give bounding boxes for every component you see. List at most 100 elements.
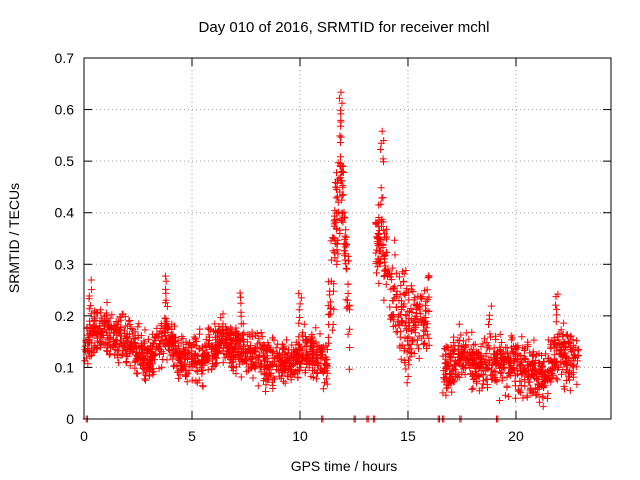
data-point [468, 385, 476, 393]
data-point [469, 384, 477, 392]
data-point [343, 265, 351, 273]
data-point [512, 382, 519, 390]
data-point [236, 360, 244, 368]
data-point [377, 200, 385, 208]
data-point [269, 374, 277, 382]
data-point [449, 347, 457, 355]
data-point [254, 382, 262, 390]
data-point [143, 347, 151, 355]
data-point [128, 341, 136, 349]
data-point [113, 331, 121, 339]
data-point [243, 360, 251, 368]
data-point [164, 341, 172, 348]
x-axis-label: GPS time / hours [291, 458, 398, 474]
data-point [384, 272, 391, 280]
data-point [575, 345, 583, 353]
data-point [202, 336, 210, 344]
data-point [141, 326, 149, 334]
data-point [138, 344, 146, 352]
data-point [407, 327, 415, 335]
data-point [296, 367, 304, 375]
chart-title: Day 010 of 2016, SRMTID for receiver mch… [199, 19, 490, 36]
data-point [215, 322, 223, 330]
data-point [334, 198, 342, 206]
data-point [183, 378, 191, 386]
data-point [286, 363, 294, 371]
y-axis-label: SRMTID / TECUs [6, 183, 22, 293]
data-point [115, 359, 123, 367]
data-point [487, 302, 495, 310]
data-point [209, 353, 216, 361]
data-point [89, 328, 97, 336]
data-point [402, 289, 410, 296]
data-point [530, 336, 538, 344]
data-point [292, 357, 300, 365]
axis-ticks: 0 0.1 0.2 0.3 0.4 0.5 0.6 0.7 0 5 10 15 20 [55, 50, 611, 444]
data-point [199, 382, 207, 390]
data-point [136, 360, 144, 368]
data-point [468, 328, 476, 336]
data-point [323, 380, 331, 388]
data-point [324, 333, 332, 341]
data-point [333, 186, 340, 194]
data-point [145, 372, 153, 380]
data-point [340, 213, 348, 221]
data-point [85, 348, 93, 356]
data-point [557, 358, 565, 366]
data-point [280, 377, 287, 385]
x-tick-label: 10 [292, 428, 308, 444]
data-point [194, 368, 202, 376]
data-point [492, 336, 500, 343]
data-point [533, 375, 541, 383]
data-point [544, 336, 552, 344]
data-point [153, 324, 161, 332]
data-point [208, 342, 216, 350]
data-point [390, 294, 398, 302]
data-point [487, 333, 494, 341]
data-point [222, 336, 229, 344]
data-point [469, 341, 477, 349]
data-point [562, 353, 570, 361]
data-point [549, 358, 557, 366]
data-point [87, 302, 95, 310]
data-point [227, 324, 235, 332]
data-point [507, 355, 515, 362]
data-point [227, 351, 235, 359]
data-point [102, 339, 110, 347]
data-point [517, 382, 525, 389]
data-point [214, 328, 222, 336]
data-point [330, 222, 338, 230]
data-point [570, 373, 578, 381]
data-point [396, 333, 404, 341]
data-point [128, 330, 136, 338]
data-point [206, 336, 213, 344]
data-point [147, 342, 154, 350]
data-point [422, 314, 430, 321]
data-point [294, 373, 302, 381]
data-point [87, 276, 95, 284]
data-point [237, 293, 244, 301]
data-point [518, 357, 526, 365]
data-point [286, 354, 293, 362]
data-point [308, 330, 316, 338]
data-point [535, 391, 543, 399]
data-point [261, 371, 269, 379]
data-point [474, 351, 482, 359]
data-point [449, 346, 457, 354]
data-point [208, 365, 216, 373]
data-point [252, 331, 260, 339]
data-point [546, 374, 553, 382]
x-tick-label: 20 [508, 428, 524, 444]
data-point [444, 384, 452, 392]
data-point [425, 273, 433, 281]
data-point [324, 278, 332, 286]
data-point [311, 360, 319, 368]
data-point [339, 183, 347, 191]
data-point [106, 333, 114, 341]
data-point [517, 389, 525, 397]
data-point [262, 388, 270, 395]
data-point [287, 376, 295, 384]
data-point [523, 361, 531, 369]
data-point [404, 341, 412, 349]
data-point [309, 343, 317, 351]
